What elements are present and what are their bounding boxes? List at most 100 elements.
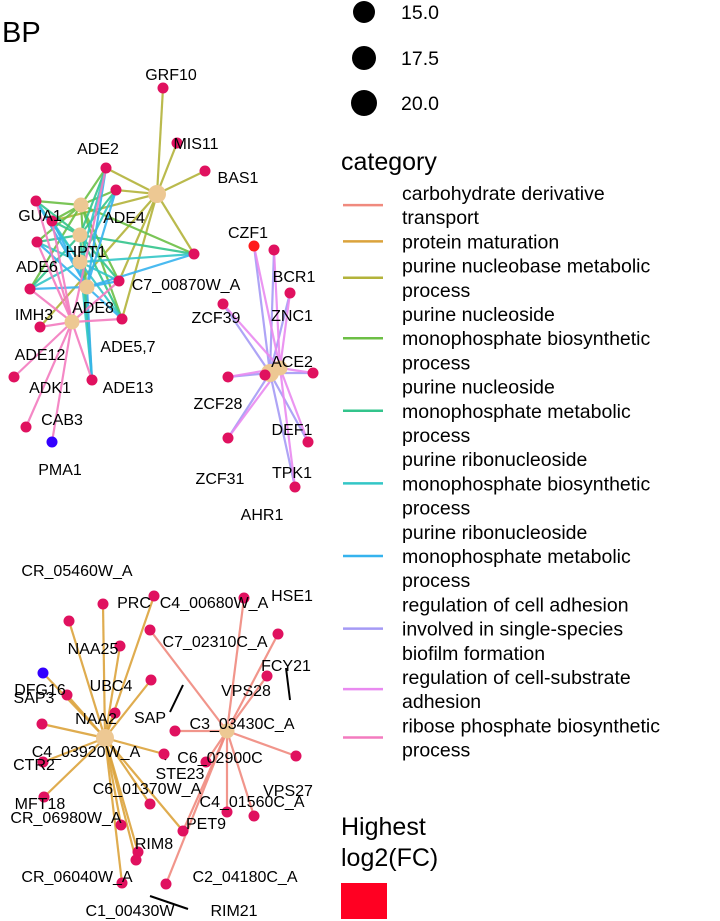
gene-label-znc1: ZNC1 (271, 308, 313, 325)
edge-c-carb-c7-02310c-a (149, 629, 228, 732)
gene-node-sap (145, 674, 157, 686)
gene-label-ade4: ADE4 (103, 210, 145, 227)
gene-node-ade12 (34, 321, 46, 333)
gene-node-ahr1 (289, 481, 301, 493)
edge-c-a3-imh3 (29, 261, 81, 290)
gene-label-c4-03920w-a: C4_03920W_A (32, 744, 141, 761)
edge-c-rib-ade13 (70, 321, 94, 381)
gene-node-c4-01560c-a (248, 810, 260, 822)
category-legend-label-3-0: purine nucleoside (402, 304, 555, 326)
category-legend: carbohydrate derivativetransportprotein … (343, 183, 660, 762)
gene-label-pet9: PET9 (186, 816, 226, 833)
gene-label-sap3: SAP3 (14, 690, 55, 707)
edge-c-prot-c2-04180c-a (104, 737, 184, 832)
gene-node-grf10 (157, 82, 169, 94)
edge-c-prot-mft18 (43, 737, 106, 798)
size-legend-dot-15 (353, 1, 375, 23)
edge-c-a4-imh3 (29, 285, 88, 291)
edge-c-prot-c6-01370w-a (104, 737, 151, 805)
category-legend-label-7-1: involved in single-species (402, 619, 623, 641)
gene-node-def1 (307, 367, 319, 379)
gene-node-c7-00870w-a (188, 248, 200, 260)
edge-c-a2-c7-00870w-a (79, 233, 195, 256)
gene-node-c4-03920w-a (36, 718, 48, 730)
gene-label-adk1: ADK1 (29, 380, 71, 397)
category-legend-label-5-2: process (402, 498, 471, 520)
gene-node-zcf39 (217, 298, 229, 310)
category-node-c-carb (219, 723, 235, 739)
category-legend-label-0-0: carbohydrate derivative (402, 183, 605, 205)
leader-line-fcy21 (285, 667, 291, 701)
category-legend-label-8-0: regulation of cell-substrate (402, 667, 631, 689)
edge-c-purnb-mis11 (155, 142, 179, 195)
edge-c-subs-znc1 (278, 292, 292, 369)
edge-c-subs-bcr1 (272, 249, 282, 369)
gene-label-prc: PRC (117, 595, 151, 612)
edge-c-purnb-ade8 (117, 193, 159, 282)
gene-label-ace2: ACE2 (271, 354, 313, 371)
gene-label-bcr1: BCR1 (273, 269, 316, 286)
gene-node-c7-02310c-a (144, 624, 156, 636)
gene-label-vps28: VPS28 (221, 683, 271, 700)
gene-label-ade8: ADE8 (72, 300, 114, 317)
edge-c-biof-tpk1 (269, 372, 309, 443)
category-legend-label-7-2: biofilm formation (402, 643, 545, 665)
gene-node-cr-06980w-a (115, 819, 127, 831)
edge-c-a4-ade4 (85, 189, 118, 288)
gene-label-czf1: CZF1 (228, 225, 268, 242)
gene-node-imh3 (24, 283, 36, 295)
edge-c-rib-adk1 (13, 321, 73, 378)
edge-c-a4-ade5-7 (86, 286, 123, 320)
edge-c-biof-zcf39 (222, 303, 271, 374)
gene-label-c6-01370w-a: C6_01370W_A (93, 781, 202, 798)
edge-c-prot-sap3 (66, 694, 106, 739)
edge-c-a4-ade2 (85, 167, 108, 288)
category-legend-title: category (341, 148, 437, 176)
edge-c-a2-ade2 (78, 167, 108, 236)
gene-node-rim21 (160, 878, 172, 890)
edge-c-rib-imh3 (29, 288, 73, 323)
gene-node-zcf31 (222, 432, 234, 444)
gene-node-mis11 (171, 137, 183, 149)
gene-label-ade12: ADE12 (15, 347, 66, 364)
gene-node-cab3 (20, 421, 32, 433)
edge-c-prot-cr-06040w-a (103, 737, 138, 861)
category-node-c-prot (96, 729, 114, 747)
gene-node-pet9 (221, 806, 233, 818)
gene-label-bas1: BAS1 (218, 170, 259, 187)
gene-label-sap: SAP (134, 710, 166, 727)
edge-c-a1-imh3 (29, 204, 82, 290)
gene-node-bcr1 (268, 244, 280, 256)
edge-c-carb-rim21 (164, 730, 229, 885)
fc-legend-title-line1: Highest (341, 813, 426, 841)
gene-label-cab3: CAB3 (41, 412, 83, 429)
edge-c-prot-c4-03920w-a (41, 722, 106, 740)
category-node-c-a3 (72, 254, 88, 270)
edge-c-rib-ade6 (35, 241, 74, 323)
category-legend-label-2-0: purine nucleobase metabolic (402, 256, 650, 278)
gene-label-zcf28: ZCF28 (194, 396, 243, 413)
gene-label-pma1: PMA1 (38, 462, 82, 479)
gene-label-cr-05460w-a: CR_05460W_A (21, 563, 133, 580)
category-legend-label-5-0: purine ribonucleoside (402, 449, 587, 471)
gene-label-fcy21: FCY21 (261, 658, 311, 675)
gene-node-ace2 (259, 369, 271, 381)
gene-node-vps27 (290, 750, 302, 762)
gene-label-c4-00680w-a: C4_00680W_A (160, 595, 269, 612)
edge-c-prot-sap (104, 679, 152, 739)
gene-label-grf10: GRF10 (145, 67, 197, 84)
category-node-c-a2 (72, 227, 88, 243)
gene-label-zcf39: ZCF39 (192, 310, 241, 327)
size-legend-label-20: 20.0 (401, 93, 439, 115)
gene-node-znc1 (284, 287, 296, 299)
category-legend-label-4-2: process (402, 425, 471, 447)
edge-c-purnb-ade2 (105, 167, 158, 195)
category-legend-label-4-0: purine nucleoside (402, 377, 555, 399)
edge-c-rib-ade2 (70, 167, 108, 323)
size-legend-label-17-5: 17.5 (401, 48, 439, 70)
gene-label-mft18: MFT18 (15, 796, 66, 813)
edge-c-subs-zcf39 (222, 303, 281, 369)
gene-label-def1: DEF1 (272, 422, 313, 439)
gene-label-cr-06040w-a: CR_06040W_A (21, 869, 133, 886)
